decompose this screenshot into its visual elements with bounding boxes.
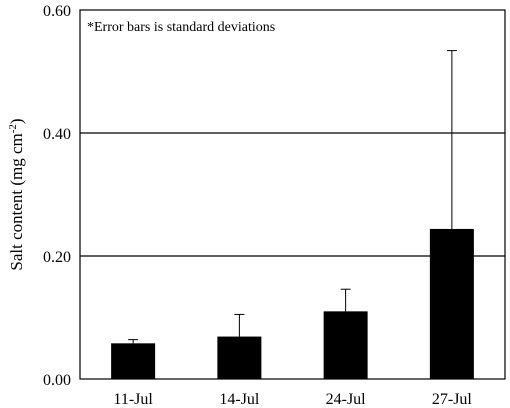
plot-frame <box>79 9 506 380</box>
x-tick-label: 11-Jul <box>113 391 153 408</box>
error-bars <box>128 50 457 344</box>
error-bar-note: *Error bars is standard deviations <box>87 20 275 35</box>
y-axis-title: Salt content (mg cm-2) <box>7 118 26 270</box>
y-tick-label: 0.00 <box>43 372 71 389</box>
x-tick-labels: 11-Jul 14-Jul 24-Jul 27-Jul <box>113 391 472 408</box>
y-tick-label: 0.20 <box>43 249 71 266</box>
bar <box>217 336 262 379</box>
bars <box>111 228 474 379</box>
y-axis-title-suffix: ) <box>7 118 26 124</box>
x-tick-label: 27-Jul <box>432 391 473 408</box>
y-tick-label: 0.60 <box>43 3 71 20</box>
y-tick-labels: 0.00 0.20 0.40 0.60 <box>43 3 71 389</box>
x-tick-label: 24-Jul <box>326 391 367 408</box>
bar <box>323 311 368 379</box>
y-axis-title-main: Salt content (mg cm <box>7 133 26 270</box>
y-tick-label: 0.40 <box>43 126 71 143</box>
x-tick-label: 14-Jul <box>219 391 260 408</box>
y-axis-title-superscript: -2 <box>7 124 19 133</box>
bar <box>111 343 156 379</box>
bar <box>429 228 474 379</box>
